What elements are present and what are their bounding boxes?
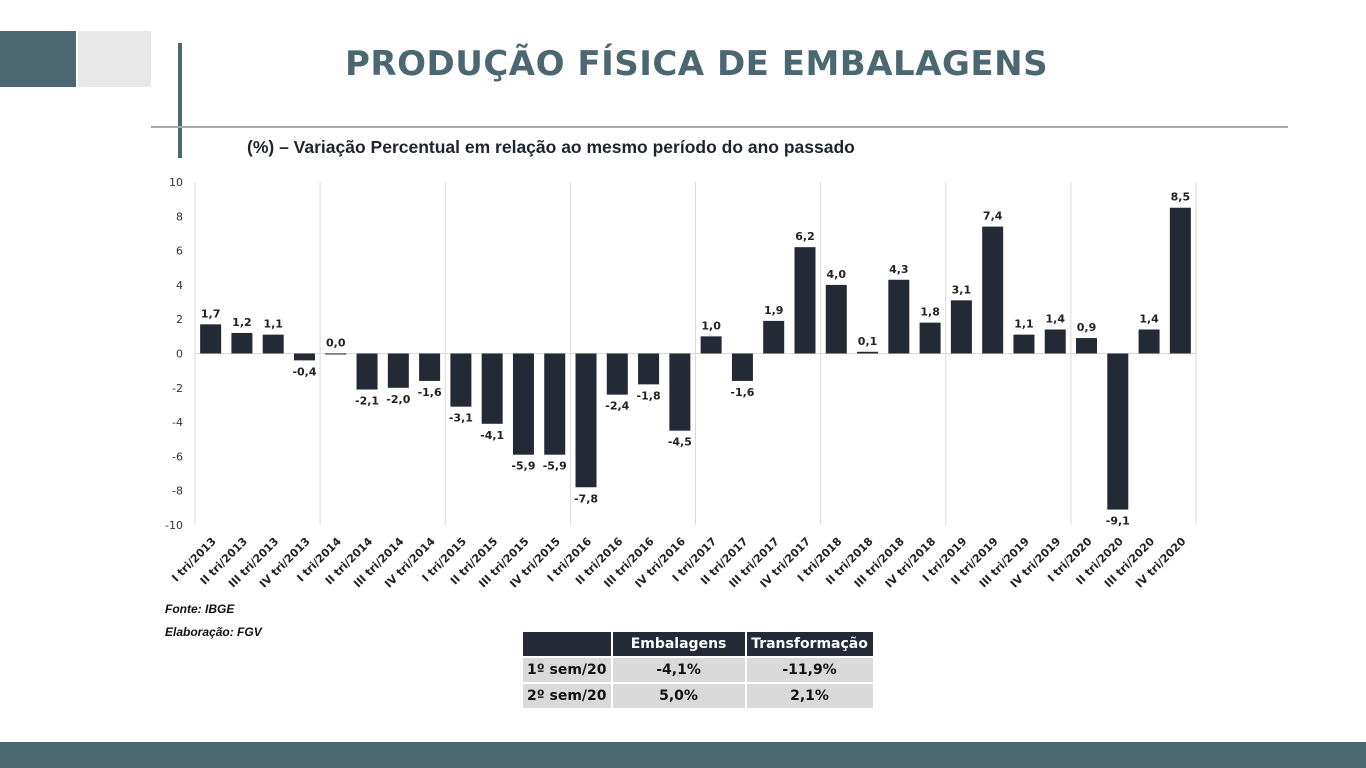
bar xyxy=(888,279,910,354)
bar xyxy=(325,353,347,355)
bar xyxy=(450,353,472,407)
data-label: -0,4 xyxy=(292,365,316,378)
bar xyxy=(481,353,503,424)
data-label: 1,1 xyxy=(1014,318,1034,331)
data-label: -3,1 xyxy=(449,412,473,425)
bar xyxy=(794,247,816,354)
bar xyxy=(200,324,222,354)
data-label: 1,4 xyxy=(1139,312,1159,325)
data-label: -1,6 xyxy=(730,386,754,399)
y-tick-label: 2 xyxy=(176,313,183,326)
y-tick-label: -6 xyxy=(172,450,183,463)
header-horizontal-rule xyxy=(151,126,1288,128)
summary-row-label: 2º sem/20 xyxy=(521,682,613,710)
summary-header-row: Embalagens Transformação xyxy=(521,630,875,658)
data-label: -1,8 xyxy=(637,389,661,402)
source-note: Fonte: IBGE xyxy=(165,602,235,616)
bar xyxy=(731,353,753,381)
bar xyxy=(825,284,847,354)
data-label: -9,1 xyxy=(1106,515,1130,528)
data-label: 3,1 xyxy=(952,283,972,296)
summary-cell: 5,0% xyxy=(610,682,747,710)
bar xyxy=(982,226,1004,354)
data-label: -2,4 xyxy=(605,400,629,413)
bar xyxy=(1044,329,1066,354)
data-label: -1,6 xyxy=(418,386,442,399)
bar xyxy=(1013,334,1035,354)
data-label: 1,0 xyxy=(701,319,721,332)
bar xyxy=(950,300,972,354)
summary-row: 1º sem/20 -4,1% -11,9% xyxy=(521,656,875,684)
bar xyxy=(575,353,597,488)
data-label: -2,1 xyxy=(355,395,379,408)
bar xyxy=(857,351,879,354)
data-label: 1,1 xyxy=(263,318,283,331)
y-tick-label: 6 xyxy=(176,245,183,258)
data-label: 0,1 xyxy=(858,335,878,348)
bar xyxy=(763,320,785,354)
y-tick-label: -2 xyxy=(172,382,183,395)
y-tick-label: -8 xyxy=(172,485,183,498)
bar xyxy=(387,353,409,388)
data-label: 4,3 xyxy=(889,263,909,276)
data-label: 8,5 xyxy=(1171,191,1191,204)
summary-cell: 2,1% xyxy=(744,682,875,710)
data-label: -2,0 xyxy=(386,393,410,406)
y-tick-label: -4 xyxy=(172,416,183,429)
bar xyxy=(606,353,628,395)
y-tick-label: -10 xyxy=(165,519,183,532)
credit-note: Elaboração: FGV xyxy=(165,625,262,639)
header-decor-dark-block xyxy=(0,31,76,87)
data-label: 1,2 xyxy=(232,316,252,329)
bar xyxy=(1138,329,1160,354)
data-label: -7,8 xyxy=(574,492,598,505)
data-label: -4,1 xyxy=(480,429,504,442)
bar xyxy=(262,334,284,354)
data-label: -5,9 xyxy=(511,460,535,473)
y-tick-label: 10 xyxy=(169,176,183,189)
y-tick-label: 8 xyxy=(176,210,183,223)
summary-header-cell xyxy=(521,630,613,658)
y-tick-label: 4 xyxy=(176,279,183,292)
summary-header-cell: Transformação xyxy=(744,630,875,658)
summary-table: Embalagens Transformação 1º sem/20 -4,1%… xyxy=(521,630,875,710)
bar xyxy=(919,322,941,354)
data-label: 6,2 xyxy=(795,230,815,243)
data-label: 1,9 xyxy=(764,304,784,317)
bar xyxy=(293,353,315,361)
bar xyxy=(1107,353,1129,510)
bar xyxy=(669,353,691,431)
data-label: -4,5 xyxy=(668,436,692,449)
bar xyxy=(419,353,441,381)
y-tick-label: 0 xyxy=(176,348,183,361)
header-vertical-rule xyxy=(178,43,182,158)
bar xyxy=(356,353,378,390)
summary-row-label: 1º sem/20 xyxy=(521,656,613,684)
data-label: 0,9 xyxy=(1077,321,1097,334)
bar xyxy=(638,353,660,385)
bar xyxy=(700,336,722,354)
data-label: 1,8 xyxy=(920,306,940,319)
bar xyxy=(1076,338,1098,354)
data-label: 0,0 xyxy=(326,337,346,350)
data-label: -5,9 xyxy=(543,460,567,473)
data-label: 7,4 xyxy=(983,210,1003,223)
data-label: 4,0 xyxy=(827,268,847,281)
data-label: 1,7 xyxy=(201,307,221,320)
bar xyxy=(512,353,534,455)
summary-row: 2º sem/20 5,0% 2,1% xyxy=(521,682,875,710)
summary-cell: -11,9% xyxy=(744,656,875,684)
bar xyxy=(231,332,253,354)
data-label: 1,4 xyxy=(1045,312,1065,325)
summary-cell: -4,1% xyxy=(610,656,747,684)
chart-subtitle: (%) – Variação Percentual em relação ao … xyxy=(247,137,855,157)
header-decor-light-block xyxy=(78,31,151,87)
summary-header-cell: Embalagens xyxy=(610,630,747,658)
footer-bar xyxy=(0,742,1366,768)
bar xyxy=(544,353,566,455)
page-title: PRODUÇÃO FÍSICA DE EMBALAGENS xyxy=(345,44,1049,84)
bar xyxy=(1169,207,1191,354)
